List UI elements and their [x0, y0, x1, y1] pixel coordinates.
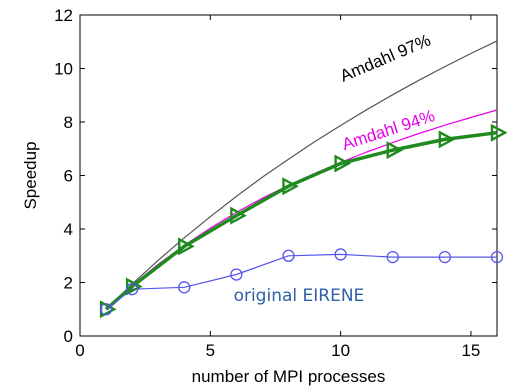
x-tick-label: 5	[206, 341, 215, 360]
data-point	[386, 141, 404, 160]
data-point	[334, 248, 347, 261]
y-tick-label: 6	[64, 167, 73, 186]
series-line-0	[105, 40, 498, 310]
series-markers	[99, 123, 507, 319]
x-tick-label: 15	[461, 341, 480, 360]
series-line-2	[104, 130, 498, 311]
y-tick-label: 4	[64, 220, 73, 239]
data-point	[230, 268, 243, 281]
tick-labels: 0 5 10 15 0 2 4 6 8 10 12	[54, 6, 480, 360]
data-point	[125, 283, 139, 296]
data-point	[282, 249, 295, 262]
data-point	[178, 237, 195, 256]
y-tick-label: 2	[64, 274, 73, 293]
y-tick-label: 0	[64, 327, 73, 346]
y-tick-label: 12	[54, 6, 73, 25]
data-point	[230, 206, 247, 225]
series-line-3	[105, 253, 497, 310]
axis-ticks	[79, 14, 497, 337]
series-lines	[104, 40, 498, 311]
data-point	[282, 177, 300, 196]
data-point	[490, 250, 504, 264]
x-axis-label: number of MPI processes	[192, 367, 386, 386]
plot-area	[79, 14, 498, 337]
data-point	[438, 130, 456, 149]
data-point	[438, 250, 452, 264]
x-tick-label: 10	[331, 341, 350, 360]
y-axis-label: Speedup	[21, 141, 40, 209]
data-point	[99, 303, 113, 316]
annotation-2: original EIRENE	[234, 286, 365, 306]
y-tick-label: 10	[54, 60, 73, 79]
x-tick-label: 0	[75, 341, 84, 360]
data-point	[386, 250, 399, 264]
data-point	[490, 123, 507, 142]
data-point	[334, 154, 352, 173]
data-point	[178, 281, 191, 294]
y-tick-label: 8	[64, 113, 73, 132]
